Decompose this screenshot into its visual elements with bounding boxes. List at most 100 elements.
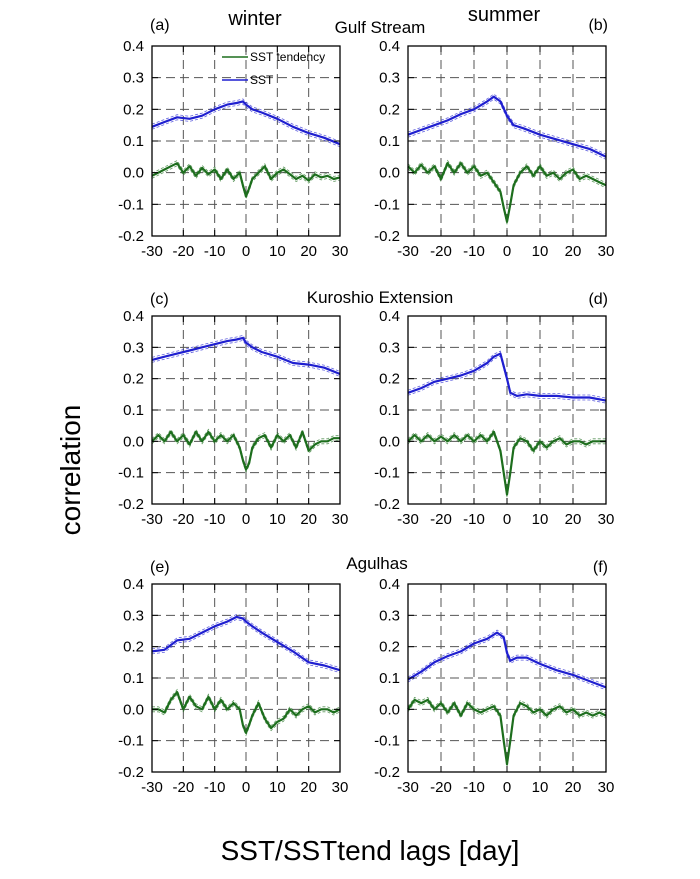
x-tick-label: -30 — [397, 779, 419, 796]
x-tick-label: -30 — [397, 511, 419, 528]
x-tick-label: -20 — [430, 779, 452, 796]
x-tick-label: -30 — [141, 511, 163, 528]
series-lower-bound — [407, 701, 607, 767]
x-tick-label: -20 — [430, 511, 452, 528]
panel-label: (e) — [150, 559, 170, 576]
x-tick-label: 30 — [332, 243, 349, 260]
y-tick-label: 0.2 — [123, 101, 144, 118]
region-title-gulf-stream: Gulf Stream — [335, 18, 426, 37]
y-tick-label: -0.1 — [374, 465, 400, 482]
x-tick-label: 10 — [532, 779, 549, 796]
x-tick-label: 30 — [598, 511, 615, 528]
x-tick-label: 20 — [300, 243, 317, 260]
series-upper-bound — [151, 613, 341, 669]
x-tick-label: 0 — [503, 779, 511, 796]
legend: SST tendency SST — [222, 50, 325, 87]
x-tick-label: -30 — [141, 243, 163, 260]
x-tick-label: -10 — [463, 243, 485, 260]
y-tick-label: 0.3 — [123, 607, 144, 624]
panel-label: (b) — [588, 17, 608, 34]
x-tick-label: 30 — [598, 243, 615, 260]
x-tick-label: 0 — [242, 243, 250, 260]
y-tick-label: 0.2 — [123, 371, 144, 388]
series-line-sst-tendency — [152, 690, 341, 734]
chart-panel-4: -30 -20 -10 0 10 20 30 0.4 0.3 0.2 0.1 0.0 -0.1 -0.2 (… — [118, 559, 348, 796]
series-upper-bound — [151, 334, 341, 372]
x-tick-label: 0 — [503, 243, 511, 260]
x-tick-label: -10 — [204, 511, 226, 528]
y-tick-label: 0.1 — [379, 133, 400, 150]
series-line-sst-tendency — [407, 430, 606, 496]
x-tick-label: 20 — [565, 511, 582, 528]
x-tick-label: 20 — [300, 511, 317, 528]
y-tick-label: 0.4 — [379, 308, 400, 325]
x-tick-label: 10 — [269, 779, 286, 796]
series-lower-bound — [407, 355, 607, 404]
y-tick-label: 0.0 — [123, 165, 144, 182]
series-lower-bound — [151, 339, 341, 377]
y-tick-label: 0.4 — [379, 576, 400, 593]
y-tick-label: 0.2 — [123, 639, 144, 656]
series-line-sst — [151, 336, 341, 376]
panel-label: (d) — [588, 291, 608, 308]
y-tick-label: 0.3 — [123, 70, 144, 87]
series-upper-bound — [151, 98, 341, 142]
chart-panel-2: -30 -20 -10 0 10 20 30 0.4 0.3 0.2 0.1 0.0 -0.1 -0.2 (… — [118, 291, 348, 528]
x-tick-label: 10 — [269, 511, 286, 528]
chart-panel-0: -30 -20 -10 0 10 20 30 0.4 0.3 0.2 0.1 0.0 -0.1 -0.2 (… — [118, 17, 348, 260]
panel-label: (a) — [150, 17, 170, 34]
y-tick-label: 0.1 — [123, 402, 144, 419]
column-title-summer: summer — [468, 4, 541, 26]
x-tick-label: -20 — [430, 243, 452, 260]
series-lower-bound — [407, 164, 607, 225]
series-line-sst-tendency — [407, 162, 607, 223]
series-upper-bound — [151, 160, 341, 196]
y-tick-label: 0.0 — [379, 433, 400, 450]
x-tick-label: 0 — [503, 511, 511, 528]
y-tick-label: -0.1 — [374, 196, 400, 213]
x-tick-label: -10 — [204, 243, 226, 260]
series-lower-bound — [151, 165, 341, 201]
x-tick-label: -10 — [463, 511, 485, 528]
region-title-agulhas: Agulhas — [346, 554, 407, 573]
chart-panel-1: -30 -20 -10 0 10 20 30 0.4 0.3 0.2 0.1 0.0 -0.1 -0.2 (… — [374, 17, 614, 260]
x-axis-label: SST/SSTtend lags [day] — [221, 835, 520, 866]
panels-group: -30 -20 -10 0 10 20 30 0.4 0.3 0.2 0.1 0.0 -0.1 -0.2 (… — [118, 17, 614, 796]
x-tick-label: -10 — [463, 779, 485, 796]
y-tick-label: -0.2 — [118, 764, 144, 781]
y-tick-label: 0.4 — [123, 576, 144, 593]
series-lower-bound — [407, 433, 606, 498]
panel-label: (f) — [593, 559, 608, 576]
y-tick-label: 0.2 — [379, 639, 400, 656]
y-tick-label: 0.4 — [123, 308, 144, 325]
chart-panel-5: -30 -20 -10 0 10 20 30 0.4 0.3 0.2 0.1 0.0 -0.1 -0.2 (… — [374, 559, 614, 796]
y-tick-label: 0.3 — [123, 339, 144, 356]
y-tick-label: -0.1 — [118, 196, 144, 213]
y-tick-label: 0.3 — [379, 339, 400, 356]
y-tick-label: 0.0 — [123, 433, 144, 450]
column-title-winter: winter — [227, 8, 282, 30]
y-tick-label: 0.4 — [379, 38, 400, 55]
y-tick-label: -0.1 — [374, 733, 400, 750]
series-line-sst — [151, 615, 341, 672]
y-tick-label: -0.2 — [374, 228, 400, 245]
series-line-sst-tendency — [151, 162, 341, 198]
x-tick-label: 20 — [300, 779, 317, 796]
x-tick-label: 10 — [532, 511, 549, 528]
x-tick-label: 30 — [598, 779, 615, 796]
series-upper-bound — [407, 350, 607, 399]
y-tick-label: -0.1 — [118, 733, 144, 750]
series-lower-bound — [152, 693, 341, 737]
x-tick-label: 10 — [532, 243, 549, 260]
legend-label-sst: SST — [250, 73, 274, 87]
x-tick-label: -30 — [141, 779, 163, 796]
x-tick-label: 20 — [565, 243, 582, 260]
y-tick-label: 0.0 — [379, 701, 400, 718]
series-line-sst — [407, 631, 607, 689]
x-tick-label: -20 — [172, 779, 194, 796]
y-tick-label: 0.1 — [379, 402, 400, 419]
y-tick-label: -0.2 — [118, 228, 144, 245]
y-tick-label: 0.4 — [123, 38, 144, 55]
x-tick-label: 20 — [565, 779, 582, 796]
